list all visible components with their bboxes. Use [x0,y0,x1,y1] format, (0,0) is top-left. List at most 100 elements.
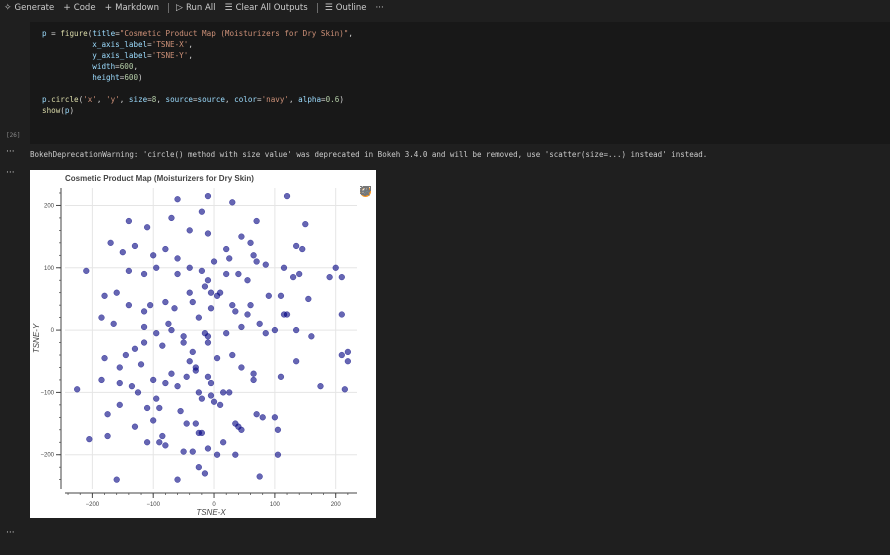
code-cell[interactable]: p = figure(title="Cosmetic Product Map (… [30,22,890,144]
data-point [174,196,181,203]
data-point [125,267,133,275]
data-point [180,448,187,455]
scatter-chart[interactable]: Cosmetic Product Map (Moisturizers for D… [30,170,376,518]
more-actions-button[interactable]: ··· [376,3,384,13]
data-point [195,389,202,396]
data-point [204,277,212,284]
notebook-toolbar: ✧ Generate + Code + Markdown ▷ Run All ☰… [0,0,890,16]
x-tick-label: −100 [146,502,160,508]
data-point [293,358,300,365]
data-point [274,451,282,458]
data-point [210,258,218,265]
data-point [244,277,251,284]
data-point [153,330,160,337]
data-point [192,420,199,427]
deprecation-warning: BokehDeprecationWarning: 'circle() metho… [30,150,708,159]
data-point [177,407,184,415]
data-point [143,439,151,446]
data-point [159,342,166,349]
sparkle-icon: ✧ [4,2,12,13]
data-point [226,255,233,262]
data-point [156,404,163,412]
code-line-7: p.circle('x', 'y', size=8, source=source… [42,95,344,104]
chart-title: Cosmetic Product Map (Moisturizers for D… [65,174,254,183]
add-markdown-button[interactable]: + Markdown [105,3,159,13]
data-point [204,373,212,380]
data-point [207,379,215,387]
data-point [271,326,279,334]
data-point [122,351,129,359]
data-point [293,326,300,334]
outline-label: Outline [335,3,367,13]
clear-all-outputs-button[interactable]: ☰ Clear All Outputs [224,3,307,13]
data-point [189,348,196,356]
x-tick-label: 0 [212,502,216,508]
data-point [317,383,324,390]
data-point [271,414,279,421]
data-point [204,445,212,452]
data-point [125,302,133,309]
data-point [104,411,111,418]
data-point [344,348,352,356]
data-point [131,345,139,352]
data-point [207,392,215,399]
data-point [265,292,272,299]
data-point [83,267,90,275]
data-point [250,252,257,259]
help-icon[interactable]: ? [360,186,372,306]
data-point [344,358,352,365]
data-point [162,379,169,387]
data-point [119,249,126,256]
data-point [338,311,345,318]
data-point [247,239,254,246]
save-icon[interactable] [360,186,372,270]
data-point [116,401,123,409]
toolbar-divider [168,3,170,13]
bokeh-plot[interactable]: Cosmetic Product Map (Moisturizers for D… [30,170,376,518]
data-point [113,476,120,483]
data-point [162,298,169,306]
output-menu-button[interactable]: ··· [6,147,15,157]
data-point [256,320,263,328]
data-point [332,264,339,271]
data-point [229,351,236,359]
data-point [98,376,105,384]
data-point [229,302,236,309]
data-point [189,298,196,306]
data-point [232,308,239,315]
data-point [180,339,187,346]
run-all-button[interactable]: ▷ Run All [176,3,215,13]
data-point [183,373,190,380]
data-point [223,330,230,337]
wheel-zoom-icon[interactable] [360,186,372,252]
data-point [174,255,181,262]
execution-count: [26] [6,132,21,139]
code-editor[interactable]: p = figure(title="Cosmetic Product Map (… [42,28,353,116]
generate-label: Generate [14,3,55,13]
x-tick-label: 100 [270,502,281,508]
data-point [198,267,206,275]
outline-button[interactable]: ☰ Outline [325,3,367,13]
data-point [338,351,345,359]
pan-icon[interactable] [360,186,372,216]
add-code-button[interactable]: + Code [63,3,95,13]
box-zoom-icon[interactable] [360,186,372,234]
data-point [168,370,175,377]
data-point [86,435,93,443]
y-tick-label: 100 [44,266,55,272]
data-point [280,264,288,271]
generate-button[interactable]: ✧ Generate [4,3,54,13]
plus-icon: + [63,2,71,13]
data-point [186,264,193,271]
data-point [274,426,282,433]
plus-icon: + [104,2,113,13]
reset-icon[interactable] [360,186,372,288]
data-point [104,432,111,440]
output-menu-button[interactable]: ··· [6,528,15,538]
y-tick-label: −200 [40,453,54,459]
data-point [168,214,175,222]
data-point [223,270,230,278]
data-point [174,270,181,278]
code-line-4: width=600, [92,62,139,71]
output-menu-button[interactable]: ··· [6,168,15,178]
